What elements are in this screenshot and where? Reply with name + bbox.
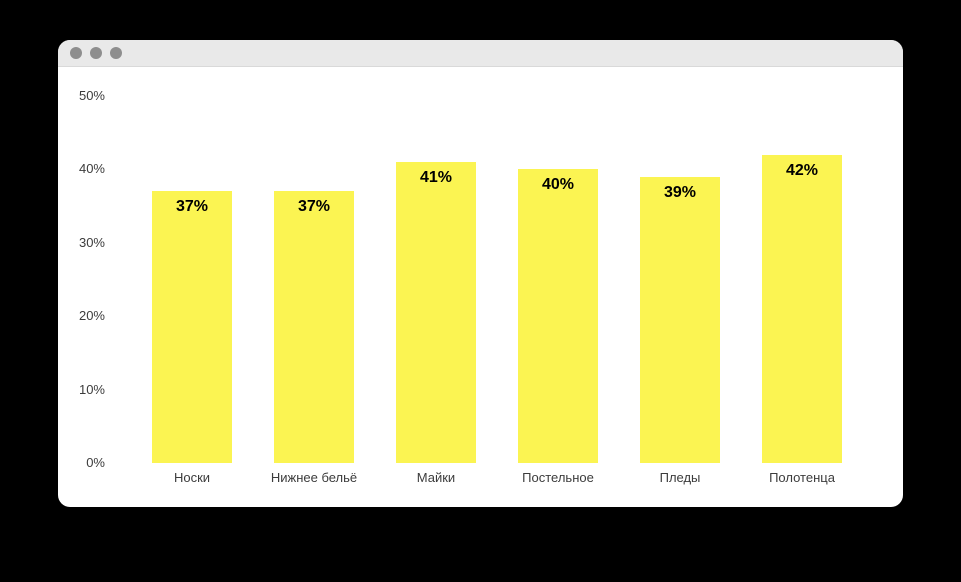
window-controls bbox=[70, 47, 122, 59]
bar-chart: 50% 40% 30% 20% 10% 0% 37% Носки 37% Нижнее бель… bbox=[58, 67, 903, 506]
bar-value-label: 42% bbox=[785, 161, 819, 179]
y-tick-label: 10% bbox=[78, 381, 105, 397]
bar-value-label: 37% bbox=[297, 198, 331, 216]
bar-slot: 37% Нижнее бельё bbox=[253, 96, 375, 485]
bar-slot: 40% Постельное bbox=[497, 96, 619, 485]
bar[interactable]: 42% bbox=[762, 154, 842, 463]
app-window: 50% 40% 30% 20% 10% 0% 37% Носки 37% Нижнее бель… bbox=[58, 40, 903, 507]
x-tick-label: Носки bbox=[173, 470, 211, 485]
y-tick-label: 0% bbox=[86, 455, 105, 470]
window-titlebar[interactable] bbox=[58, 40, 903, 67]
bar-slot: 41% Майки bbox=[375, 96, 497, 485]
y-tick-label: 40% bbox=[78, 161, 105, 177]
y-tick-label: 30% bbox=[78, 234, 105, 250]
window-control-circle-icon[interactable] bbox=[70, 47, 82, 59]
window-control-circle-icon[interactable] bbox=[110, 47, 122, 59]
y-axis: 50% 40% 30% 20% 10% 0% bbox=[58, 67, 105, 506]
bar[interactable]: 37% bbox=[152, 191, 232, 463]
x-tick-label: Майки bbox=[416, 470, 456, 485]
bar[interactable]: 40% bbox=[518, 169, 598, 463]
bar-slot: 37% Носки bbox=[131, 96, 253, 485]
x-tick-label: Пледы bbox=[659, 470, 701, 485]
y-tick-label: 50% bbox=[78, 88, 105, 103]
bar[interactable]: 39% bbox=[640, 176, 720, 463]
bar-value-label: 40% bbox=[541, 176, 575, 194]
x-tick-label: Нижнее бельё bbox=[270, 470, 358, 485]
x-tick-label: Полотенца bbox=[769, 470, 835, 485]
bar-value-label: 39% bbox=[663, 183, 697, 201]
bar[interactable]: 37% bbox=[274, 191, 354, 463]
window-control-circle-icon[interactable] bbox=[90, 47, 102, 59]
bar-value-label: 37% bbox=[175, 198, 209, 216]
x-tick-label: Постельное bbox=[522, 470, 594, 485]
bar[interactable]: 41% bbox=[396, 162, 476, 463]
plot-area: 37% Носки 37% Нижнее бельё 41% Майки 40% Постел… bbox=[131, 96, 863, 485]
bar-value-label: 41% bbox=[419, 169, 453, 187]
bar-slot: 39% Пледы bbox=[619, 96, 741, 485]
y-tick-label: 20% bbox=[78, 308, 105, 324]
bar-slot: 42% Полотенца bbox=[741, 96, 863, 485]
